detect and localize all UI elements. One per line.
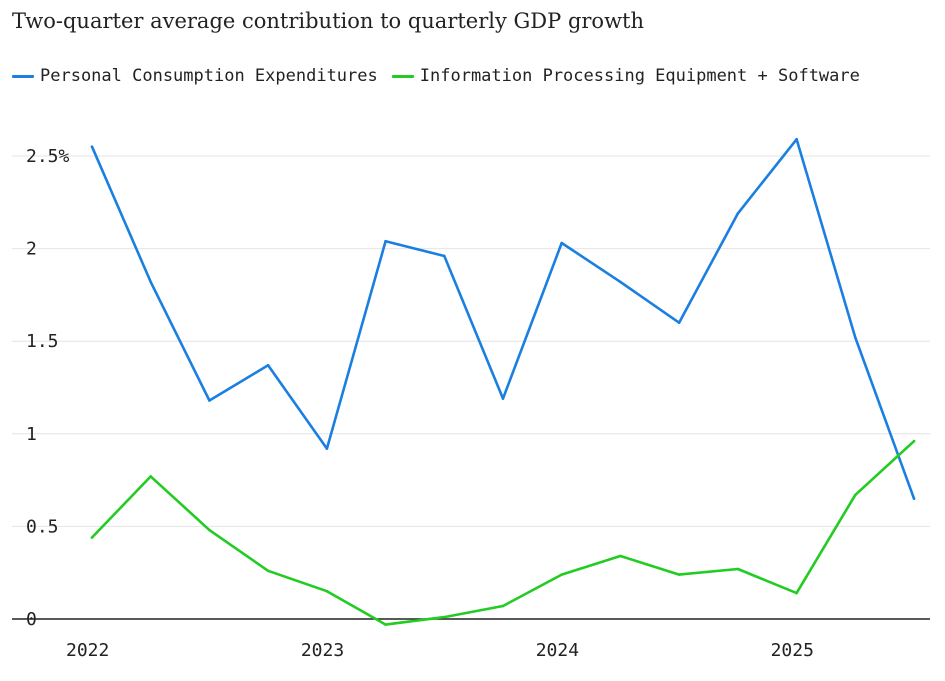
data-point (853, 336, 857, 339)
data-point (677, 321, 681, 324)
x-tick-label: 2023 (301, 640, 344, 661)
data-point (325, 589, 329, 593)
legend-item-ipe: Information Processing Equipment + Softw… (391, 66, 860, 86)
chart-legend: Personal Consumption Expenditures Informa… (12, 60, 922, 93)
y-tick-label: 1.5 (26, 331, 59, 352)
y-tick-label: 2.5% (26, 146, 70, 167)
series-lines (90, 138, 916, 626)
data-point (208, 399, 211, 402)
legend-swatch-ipe (391, 74, 414, 78)
data-point (149, 475, 153, 478)
data-point (325, 447, 329, 450)
gridlines (12, 155, 930, 620)
legend-swatch-pce (12, 74, 34, 78)
data-point (149, 280, 153, 284)
data-point (384, 239, 387, 243)
data-point (560, 573, 564, 576)
y-tick-label: 1 (26, 424, 37, 445)
data-point (795, 138, 798, 141)
data-point (912, 497, 916, 500)
data-point (853, 493, 857, 497)
legend-item-pce: Personal Consumption Expenditures (12, 66, 378, 86)
x-axis: 2022 2023 2024 2025 (66, 640, 814, 661)
data-point (736, 567, 740, 571)
data-point (208, 528, 211, 532)
data-point (384, 623, 387, 626)
data-point (501, 604, 505, 608)
x-tick-label: 2025 (771, 640, 814, 661)
legend-label-pce: Personal Consumption Expenditures (40, 66, 378, 86)
data-point (266, 569, 270, 573)
y-tick-label: 0.5 (26, 516, 59, 537)
series-line-0 (90, 138, 916, 500)
x-tick-label: 2024 (536, 640, 579, 661)
data-point (619, 280, 622, 284)
y-tick-label: 2 (26, 239, 37, 260)
chart-title: Two-quarter average contribution to quar… (12, 9, 645, 33)
data-point (266, 363, 270, 367)
y-tick-label: 0 (26, 609, 37, 630)
data-point (442, 615, 446, 619)
series-line-1 (90, 439, 916, 626)
data-point (736, 212, 740, 215)
data-point (912, 439, 916, 443)
data-point (619, 554, 622, 558)
y-axis: 0 0.5 1 1.5 2 2.5% (26, 146, 70, 630)
data-point (501, 397, 505, 400)
data-point (90, 145, 94, 149)
data-point (560, 241, 564, 245)
legend-label-ipe: Information Processing Equipment + Softw… (419, 66, 860, 86)
x-tick-label: 2022 (66, 640, 109, 661)
data-point (90, 536, 94, 539)
data-point (795, 591, 798, 595)
data-point (677, 573, 681, 576)
data-point (442, 254, 446, 258)
